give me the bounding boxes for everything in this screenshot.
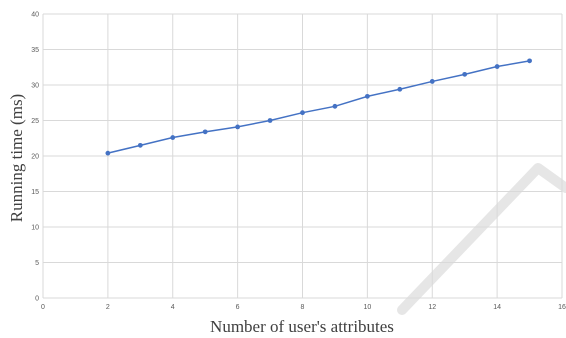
data-point xyxy=(364,93,370,99)
x-tick-label: 10 xyxy=(363,304,371,311)
y-tick-labels: 0 5 10 15 20 25 30 35 40 xyxy=(31,12,39,303)
y-tick-label: 10 xyxy=(31,225,39,232)
x-tick-label: 0 xyxy=(41,304,45,311)
data-point xyxy=(462,71,468,77)
x-tick-label: 16 xyxy=(558,304,566,311)
x-tick-label: 8 xyxy=(301,304,305,311)
x-tick-label: 2 xyxy=(106,304,110,311)
data-point xyxy=(429,79,435,84)
data-point xyxy=(235,124,241,130)
y-tick-label: 5 xyxy=(35,260,39,267)
data-point xyxy=(170,135,176,140)
data-point xyxy=(300,110,305,116)
x-tick-label: 4 xyxy=(171,304,175,311)
y-tick-label: 20 xyxy=(31,154,39,161)
data-point xyxy=(137,142,143,148)
series-group xyxy=(105,58,532,156)
data-point xyxy=(202,129,208,135)
data-point xyxy=(494,64,500,69)
watermark-decoration xyxy=(397,163,566,315)
x-axis-title: Number of user's attributes xyxy=(210,317,394,336)
y-tick-label: 35 xyxy=(31,47,39,54)
data-point xyxy=(397,86,403,92)
x-tick-label: 14 xyxy=(493,304,501,311)
data-point xyxy=(105,150,111,156)
y-tick-label: 25 xyxy=(31,118,39,125)
y-axis-title: Running time (ms) xyxy=(7,94,26,222)
y-tick-label: 15 xyxy=(31,189,39,196)
data-point xyxy=(332,103,338,109)
x-tick-label: 12 xyxy=(428,304,436,311)
y-tick-label: 30 xyxy=(31,83,39,90)
series-line xyxy=(107,60,530,154)
x-tick-label: 6 xyxy=(236,304,240,311)
y-tick-label: 40 xyxy=(31,12,39,19)
data-point xyxy=(267,118,273,123)
x-gridlines xyxy=(42,14,563,298)
y-tick-label: 0 xyxy=(35,296,39,303)
data-point xyxy=(527,58,532,64)
x-tick-labels: 0 2 4 6 8 10 12 14 16 xyxy=(41,304,566,311)
